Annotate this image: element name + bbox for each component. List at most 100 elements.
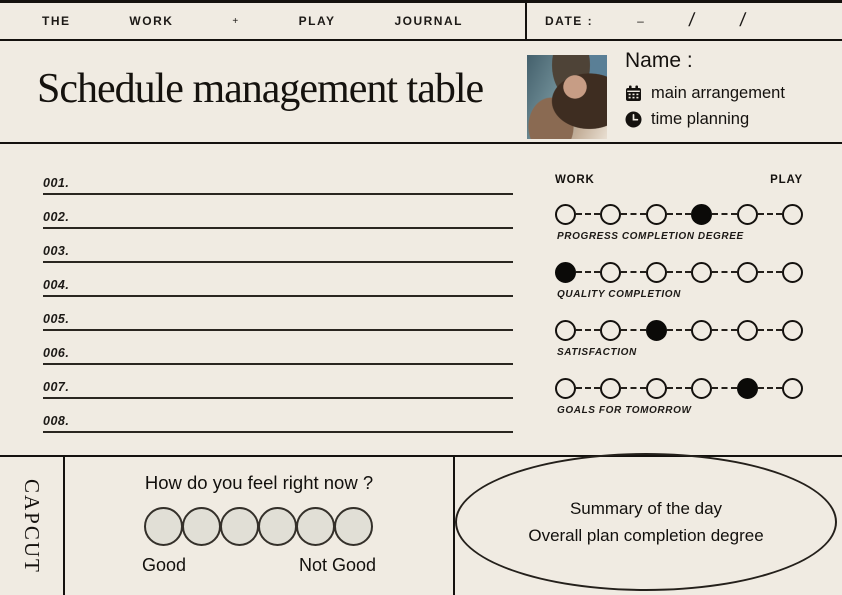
masthead-word-the: THE xyxy=(42,14,71,28)
schedule-line-input[interactable] xyxy=(69,365,513,397)
dot-connector xyxy=(757,213,783,215)
dot-connector xyxy=(712,213,737,215)
mood-circle[interactable] xyxy=(296,507,335,546)
tracker-dot[interactable] xyxy=(555,377,576,399)
date-separator-2: / xyxy=(738,10,749,31)
masthead-word-play: PLAY xyxy=(298,14,336,28)
tracker-dot[interactable] xyxy=(736,203,758,225)
tracker-dot[interactable] xyxy=(555,319,576,341)
schedule-line-input[interactable] xyxy=(69,161,513,193)
tracker-label: PROGRESS COMPLETION DEGREE xyxy=(557,231,744,242)
tracker-label: SATISFACTION xyxy=(557,347,637,358)
mood-circle[interactable] xyxy=(220,507,259,546)
tracker-dot[interactable] xyxy=(782,261,804,283)
row-number: 007. xyxy=(43,380,70,394)
tracker-header: WORK PLAY xyxy=(555,174,803,186)
tracker-dot[interactable] xyxy=(736,319,758,341)
schedule-line-input[interactable] xyxy=(69,263,513,295)
brand-cell: CAPCUT xyxy=(0,457,65,595)
date-label: DATE : xyxy=(545,14,594,28)
tracker-dot[interactable] xyxy=(736,261,758,283)
tracker-dot[interactable] xyxy=(600,261,622,283)
schedule-line-input[interactable] xyxy=(69,229,513,261)
tracker-dot[interactable] xyxy=(691,377,713,399)
date-field[interactable]: DATE : – / / xyxy=(527,3,842,39)
row-number: 004. xyxy=(43,278,70,292)
row-number: 005. xyxy=(43,312,70,326)
mood-circle[interactable] xyxy=(334,507,373,546)
date-dash: – xyxy=(637,14,646,28)
dot-connector xyxy=(576,271,601,273)
tracker-dot-row xyxy=(555,203,804,225)
masthead-plus: + xyxy=(232,15,240,27)
tracker-panel: WORK PLAY PROGRESS COMPLETION DEGREE QUA… xyxy=(555,174,804,435)
mood-label-good: Good xyxy=(142,555,187,575)
profile-photo xyxy=(527,55,607,139)
mood-circle-row xyxy=(144,507,373,546)
tracker-dot[interactable] xyxy=(600,377,622,399)
mood-labels: Good Not Good xyxy=(142,555,376,576)
list-item: 002. xyxy=(43,195,513,229)
dot-connector xyxy=(712,329,737,331)
tracker-satisfaction: SATISFACTION xyxy=(555,319,804,358)
dot-connector xyxy=(576,329,601,331)
tracker-dot[interactable] xyxy=(691,261,713,283)
dot-connector xyxy=(576,213,601,215)
list-item: 007. xyxy=(43,365,513,399)
tracker-header-play: PLAY xyxy=(770,174,803,186)
mood-circle[interactable] xyxy=(258,507,297,546)
dot-connector xyxy=(757,329,783,331)
tracker-label: GOALS FOR TOMORROW xyxy=(557,405,692,416)
tracker-dot[interactable] xyxy=(782,203,804,225)
tracker-dot[interactable] xyxy=(645,203,667,225)
clock-icon xyxy=(625,111,642,128)
row-number: 008. xyxy=(43,414,70,428)
mood-circle[interactable] xyxy=(144,507,183,546)
page-title: Schedule management table xyxy=(37,66,484,112)
schedule-line-input[interactable] xyxy=(69,331,513,363)
dot-connector xyxy=(666,271,692,273)
tracker-dot-filled[interactable] xyxy=(736,377,758,399)
mood-question: How do you feel right now ? xyxy=(144,472,374,493)
calendar-icon xyxy=(625,85,642,102)
list-item: 003. xyxy=(43,229,513,263)
row-number: 003. xyxy=(43,244,70,258)
mood-circle[interactable] xyxy=(182,507,221,546)
bullet-label: time planning xyxy=(651,110,750,128)
tracker-dot[interactable] xyxy=(645,377,667,399)
bullet-time-planning: time planning xyxy=(625,110,785,129)
masthead-word-work: WORK xyxy=(129,14,174,28)
dot-connector xyxy=(621,387,646,389)
tracker-dot[interactable] xyxy=(645,261,667,283)
tracker-quality-completion: QUALITY COMPLETION xyxy=(555,261,804,300)
tracker-dot-filled[interactable] xyxy=(555,261,576,283)
name-field[interactable]: Name : xyxy=(625,49,693,72)
bullet-label: main arrangement xyxy=(651,84,785,102)
dot-connector xyxy=(757,271,783,273)
dot-connector xyxy=(712,271,737,273)
mood-panel: How do you feel right now ? Good Not Goo… xyxy=(65,457,455,595)
list-item: 006. xyxy=(43,331,513,365)
tracker-dot-filled[interactable] xyxy=(691,203,713,225)
schedule-line-input[interactable] xyxy=(69,195,513,227)
tracker-dot[interactable] xyxy=(782,319,804,341)
tracker-dot[interactable] xyxy=(555,203,576,225)
page-header: Schedule management table Name : xyxy=(0,41,842,144)
footer: CAPCUT How do you feel right now ? Good … xyxy=(0,453,842,595)
tracker-dot[interactable] xyxy=(600,203,622,225)
masthead-word-journal: JOURNAL xyxy=(394,14,463,28)
dot-connector xyxy=(666,387,692,389)
tracker-goals-tomorrow: GOALS FOR TOMORROW xyxy=(555,377,804,416)
schedule-line-input[interactable] xyxy=(69,399,513,431)
dot-connector xyxy=(666,329,692,331)
tracker-progress-completion: PROGRESS COMPLETION DEGREE xyxy=(555,203,804,242)
tracker-dot[interactable] xyxy=(600,319,622,341)
dot-connector xyxy=(666,213,692,215)
tracker-dot-filled[interactable] xyxy=(645,319,667,341)
summary-ellipse[interactable]: Summary of the day Overall plan completi… xyxy=(455,453,837,591)
tracker-dot[interactable] xyxy=(691,319,713,341)
schedule-line-input[interactable] xyxy=(69,297,513,329)
tracker-dot[interactable] xyxy=(782,377,804,399)
tracker-header-work: WORK xyxy=(555,174,595,186)
dot-connector xyxy=(621,271,646,273)
